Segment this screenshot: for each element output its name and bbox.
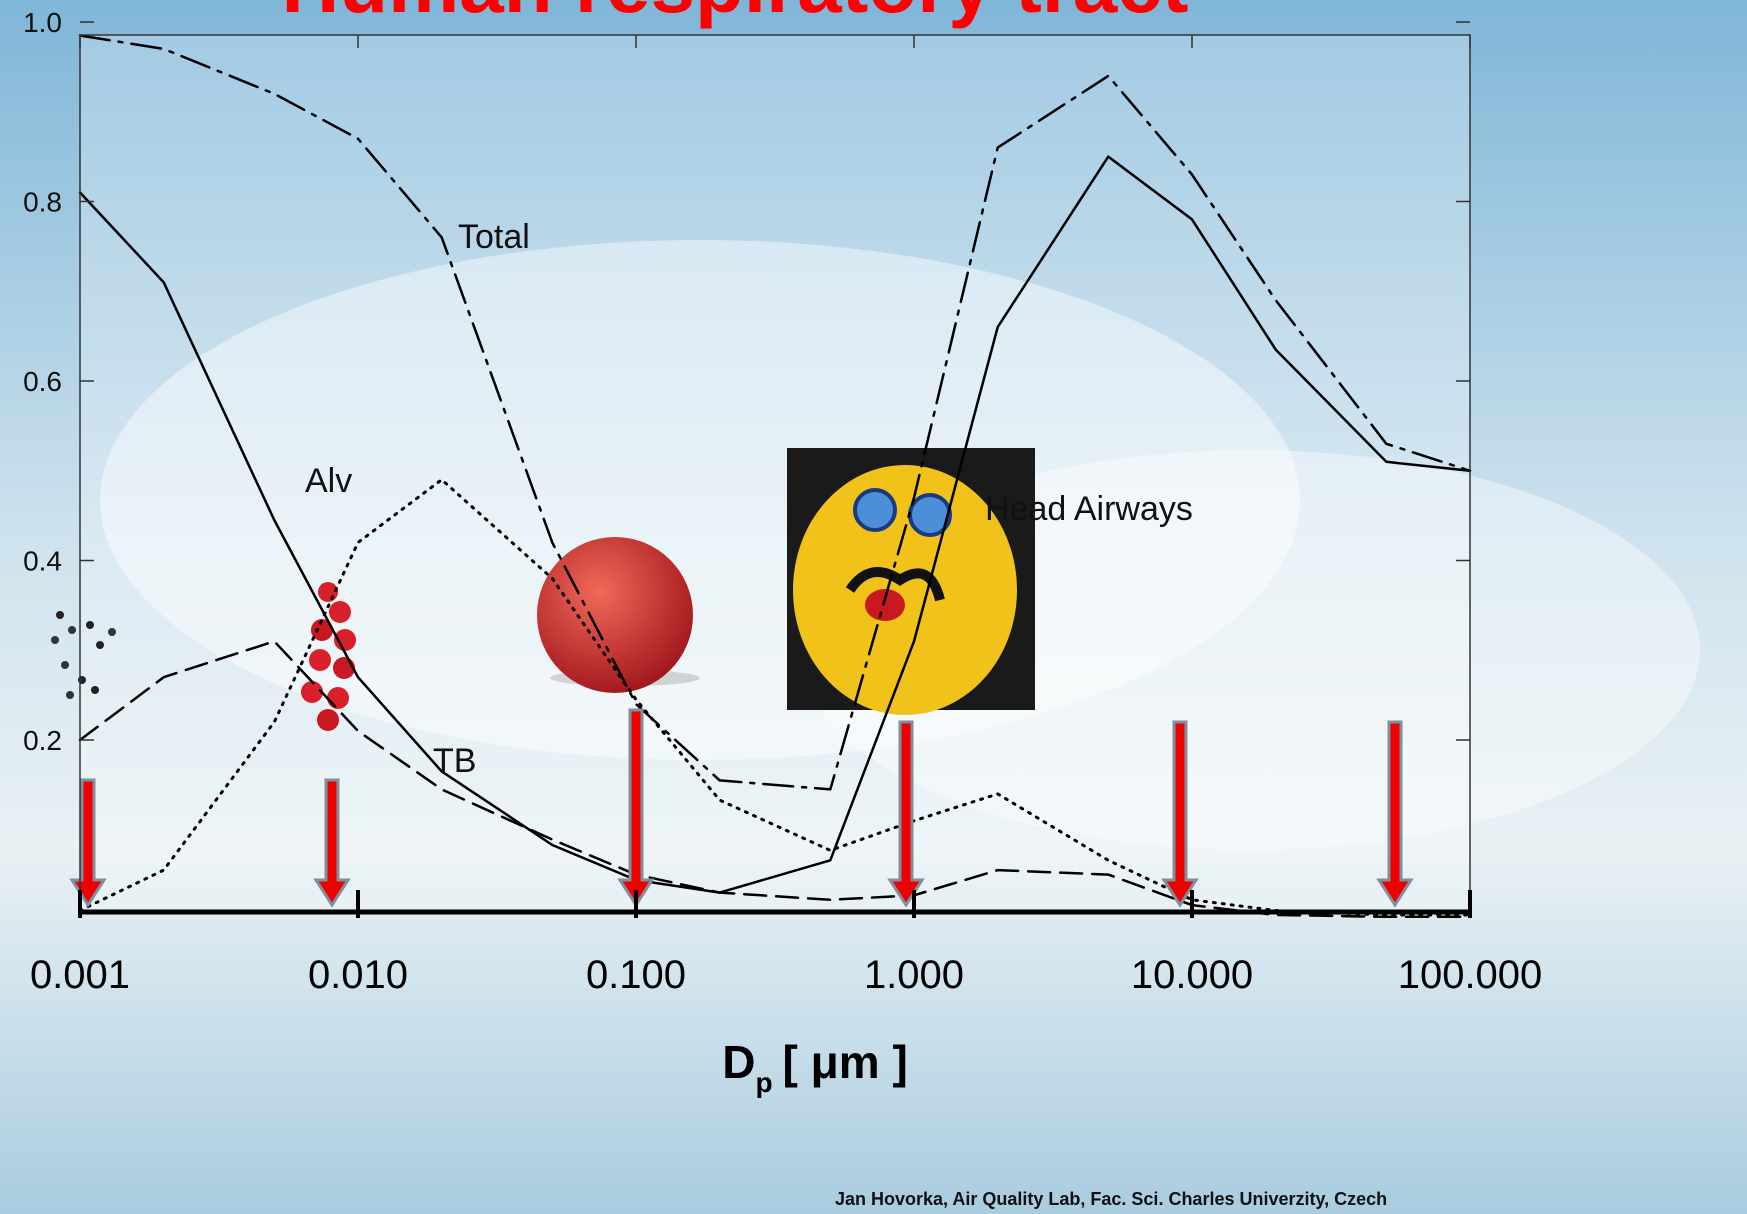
x-tick-label: 0.010 <box>308 953 408 997</box>
footer: Jan Hovorka, Air Quality Lab, Fac. Sci. … <box>835 1189 1387 1209</box>
balloon <box>787 448 1035 715</box>
x-tick-label: 0.100 <box>586 953 686 997</box>
y-tick-label: 0.4 <box>23 546 62 577</box>
y-tick-label: 0.8 <box>23 187 62 218</box>
plot-area <box>80 35 1470 912</box>
series-label: TB <box>433 742 476 780</box>
x-tick-label: 10.000 <box>1131 953 1253 997</box>
series-label: Head Airways <box>985 490 1193 528</box>
y-tick-label: 0.6 <box>23 366 62 397</box>
x-tick-label: 0.001 <box>30 953 130 997</box>
series-label: Total <box>458 218 530 256</box>
page: {"chart_data": {"type": "line", "title":… <box>0 0 1747 1214</box>
y-tick-label: 1.0 <box>23 7 62 38</box>
series-label: Alv <box>305 462 352 500</box>
x-label-sub: p <box>755 1067 772 1098</box>
y-tick-label: 0.2 <box>23 725 62 756</box>
x-label-unit: [ μm ] <box>783 1036 908 1088</box>
x-tick-label: 100.000 <box>1398 953 1543 997</box>
slide: Human respiratory tract Total Head Airway… <box>0 0 1747 1214</box>
x-label-main: D <box>722 1036 755 1088</box>
slide-title: Human respiratory tract <box>282 0 1189 29</box>
x-tick-label: 1.000 <box>864 953 964 997</box>
